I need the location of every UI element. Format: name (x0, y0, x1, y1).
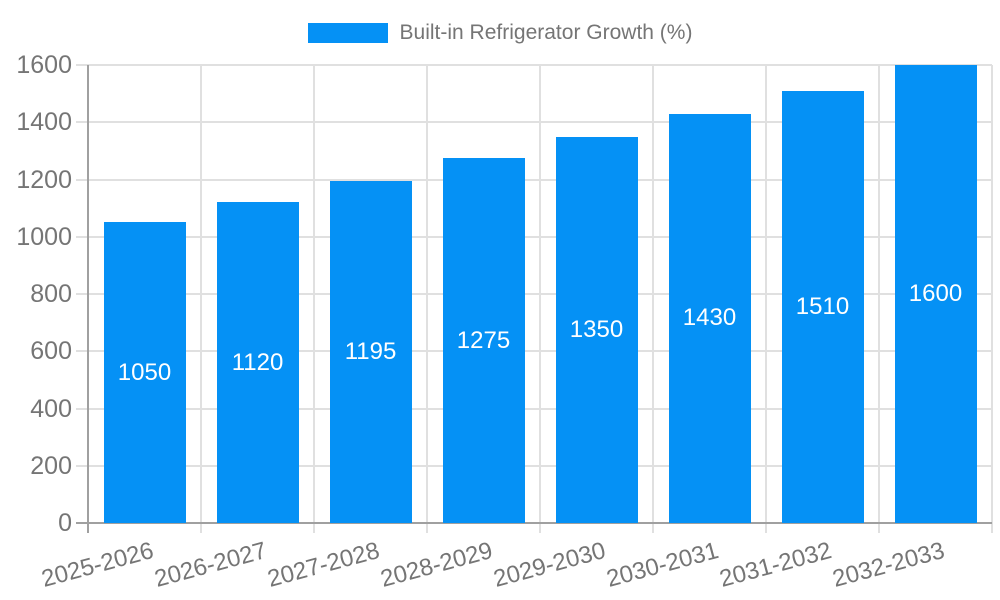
v-gridline (991, 65, 993, 533)
h-gridline (76, 293, 992, 295)
y-axis-tick-label: 1600 (16, 51, 72, 79)
v-gridline (426, 65, 428, 533)
legend-swatch (307, 23, 388, 43)
v-gridline (539, 65, 541, 533)
bar (103, 222, 186, 523)
bar (668, 113, 751, 523)
bar-value-label: 1350 (569, 315, 624, 343)
x-axis-tick-label: 2030-2031 (603, 537, 722, 593)
y-axis-tick-label: 600 (30, 337, 72, 366)
y-axis-tick-label: 1400 (16, 108, 72, 137)
y-axis-tick-label: 200 (30, 451, 72, 480)
x-axis-tick-label: 2025-2026 (38, 537, 157, 593)
legend-label: Built-in Refrigerator Growth (%) (399, 21, 693, 44)
bar (216, 202, 299, 523)
bar-value-label: 1275 (456, 326, 511, 354)
h-gridline (76, 407, 992, 410)
v-gridline (765, 65, 767, 533)
v-gridline (652, 65, 654, 533)
x-axis-line (76, 522, 992, 524)
bar (781, 90, 864, 523)
y-axis-tick-label: 1000 (16, 222, 72, 251)
h-gridline (76, 178, 992, 181)
y-axis-tick-label: 800 (30, 280, 72, 308)
bar (442, 158, 525, 523)
bar (555, 136, 638, 523)
h-gridline (76, 464, 992, 467)
v-gridline (200, 65, 202, 533)
x-axis-tick-label: 2027-2028 (264, 537, 383, 593)
bar-value-label: 1050 (117, 358, 172, 386)
h-gridline (76, 350, 992, 353)
bar (329, 180, 412, 523)
h-gridline (76, 235, 992, 238)
bar-value-label: 1195 (344, 337, 397, 365)
x-axis-tick-label: 2031-2032 (716, 537, 835, 593)
bar-value-label: 1600 (908, 280, 963, 307)
bar-value-label: 1510 (795, 292, 850, 320)
x-axis-tick-label: 2026-2027 (151, 537, 270, 593)
y-axis-line (87, 65, 89, 533)
v-gridline (313, 65, 315, 533)
x-axis-tick-label: 2032-2033 (829, 537, 948, 593)
bar-value-label: 1120 (231, 348, 284, 376)
y-axis-tick-label: 400 (30, 394, 72, 423)
y-axis-tick-label: 0 (58, 509, 72, 537)
bar (894, 65, 977, 523)
h-gridline (76, 64, 992, 66)
y-axis-tick-label: 1200 (16, 165, 72, 194)
h-gridline (76, 121, 992, 124)
legend: Built-in Refrigerator Growth (%) (0, 20, 1000, 46)
x-axis-tick-label: 2029-2030 (490, 537, 609, 593)
x-axis-tick-label: 2028-2029 (377, 537, 496, 593)
bar-value-label: 1430 (682, 304, 737, 332)
v-gridline (878, 65, 880, 533)
